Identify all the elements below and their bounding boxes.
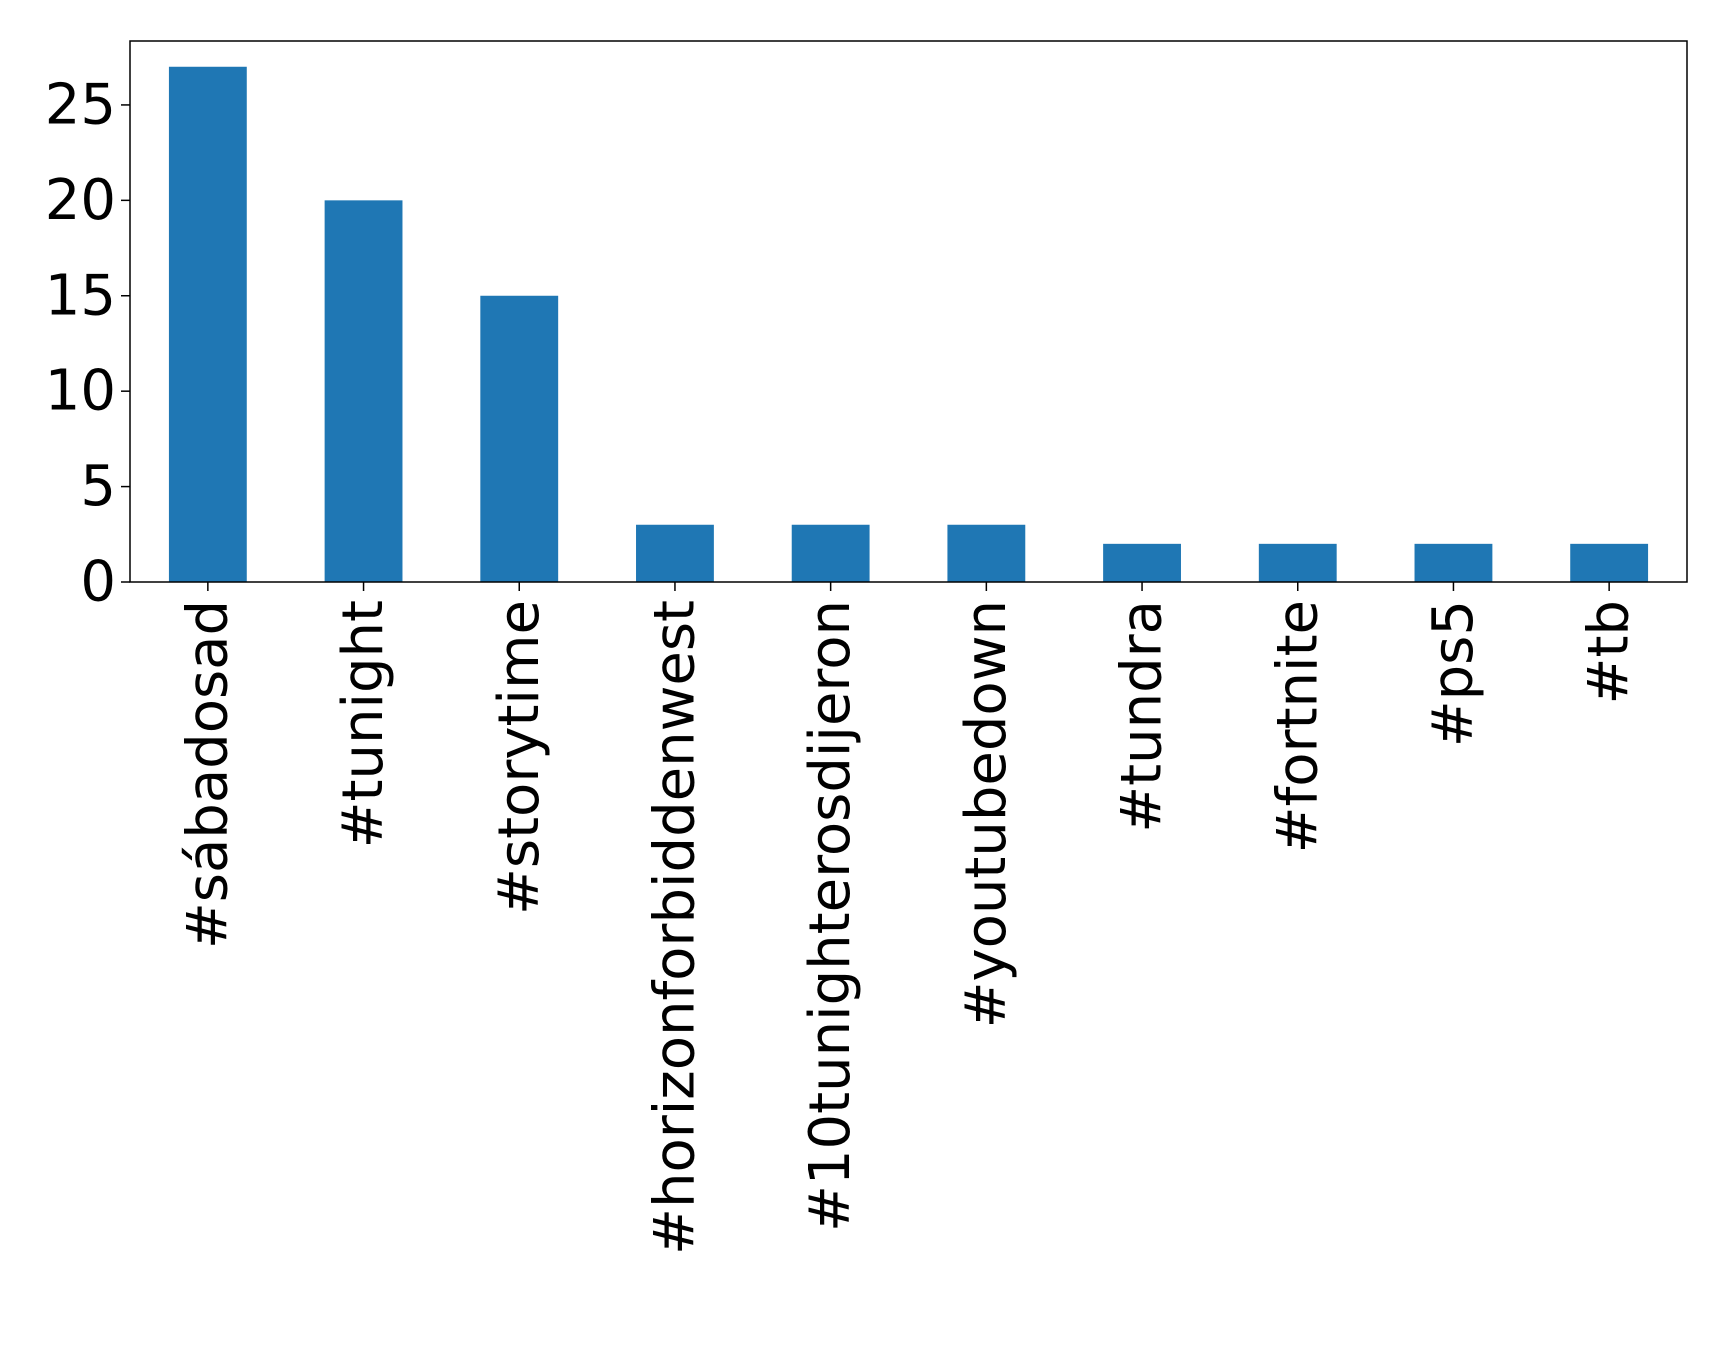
bar	[1414, 543, 1493, 582]
x-axis-ticks: #sábadosad #tunight #storytime #horizonforb…	[175, 582, 1642, 1255]
bar	[1103, 543, 1181, 582]
x-tick-label: #10tunighterosdijeron	[798, 600, 863, 1232]
y-tick-label: 25	[45, 72, 116, 137]
x-tick-label: #youtubedown	[954, 600, 1019, 1028]
bar	[947, 524, 1026, 582]
bar	[636, 524, 714, 582]
x-tick-label: #horizonforbiddenwest	[642, 600, 707, 1255]
bar	[324, 200, 403, 582]
x-tick-label: #tundra	[1110, 600, 1175, 833]
x-tick-label: #ps5	[1421, 600, 1486, 747]
x-tick-label: #sábadosad	[175, 600, 240, 949]
bar	[1570, 543, 1649, 582]
x-tick-label: #tb	[1577, 600, 1642, 704]
x-tick-label: #tunight	[331, 600, 396, 848]
y-axis-ticks: 0 5 10 15 20 25	[45, 72, 130, 615]
bar	[1258, 543, 1337, 582]
bar	[168, 66, 247, 582]
y-tick-label: 20	[45, 168, 116, 233]
bars-group	[168, 66, 1649, 582]
x-tick-label: #storytime	[487, 600, 552, 915]
x-tick-label: #fortnite	[1265, 600, 1330, 853]
y-tick-label: 15	[45, 263, 116, 328]
bar	[791, 524, 870, 582]
plot-frame	[129, 40, 1688, 583]
y-tick-label: 10	[45, 359, 116, 424]
y-tick-label: 5	[80, 454, 116, 519]
y-tick-label: 0	[80, 550, 116, 615]
bar	[480, 295, 559, 582]
